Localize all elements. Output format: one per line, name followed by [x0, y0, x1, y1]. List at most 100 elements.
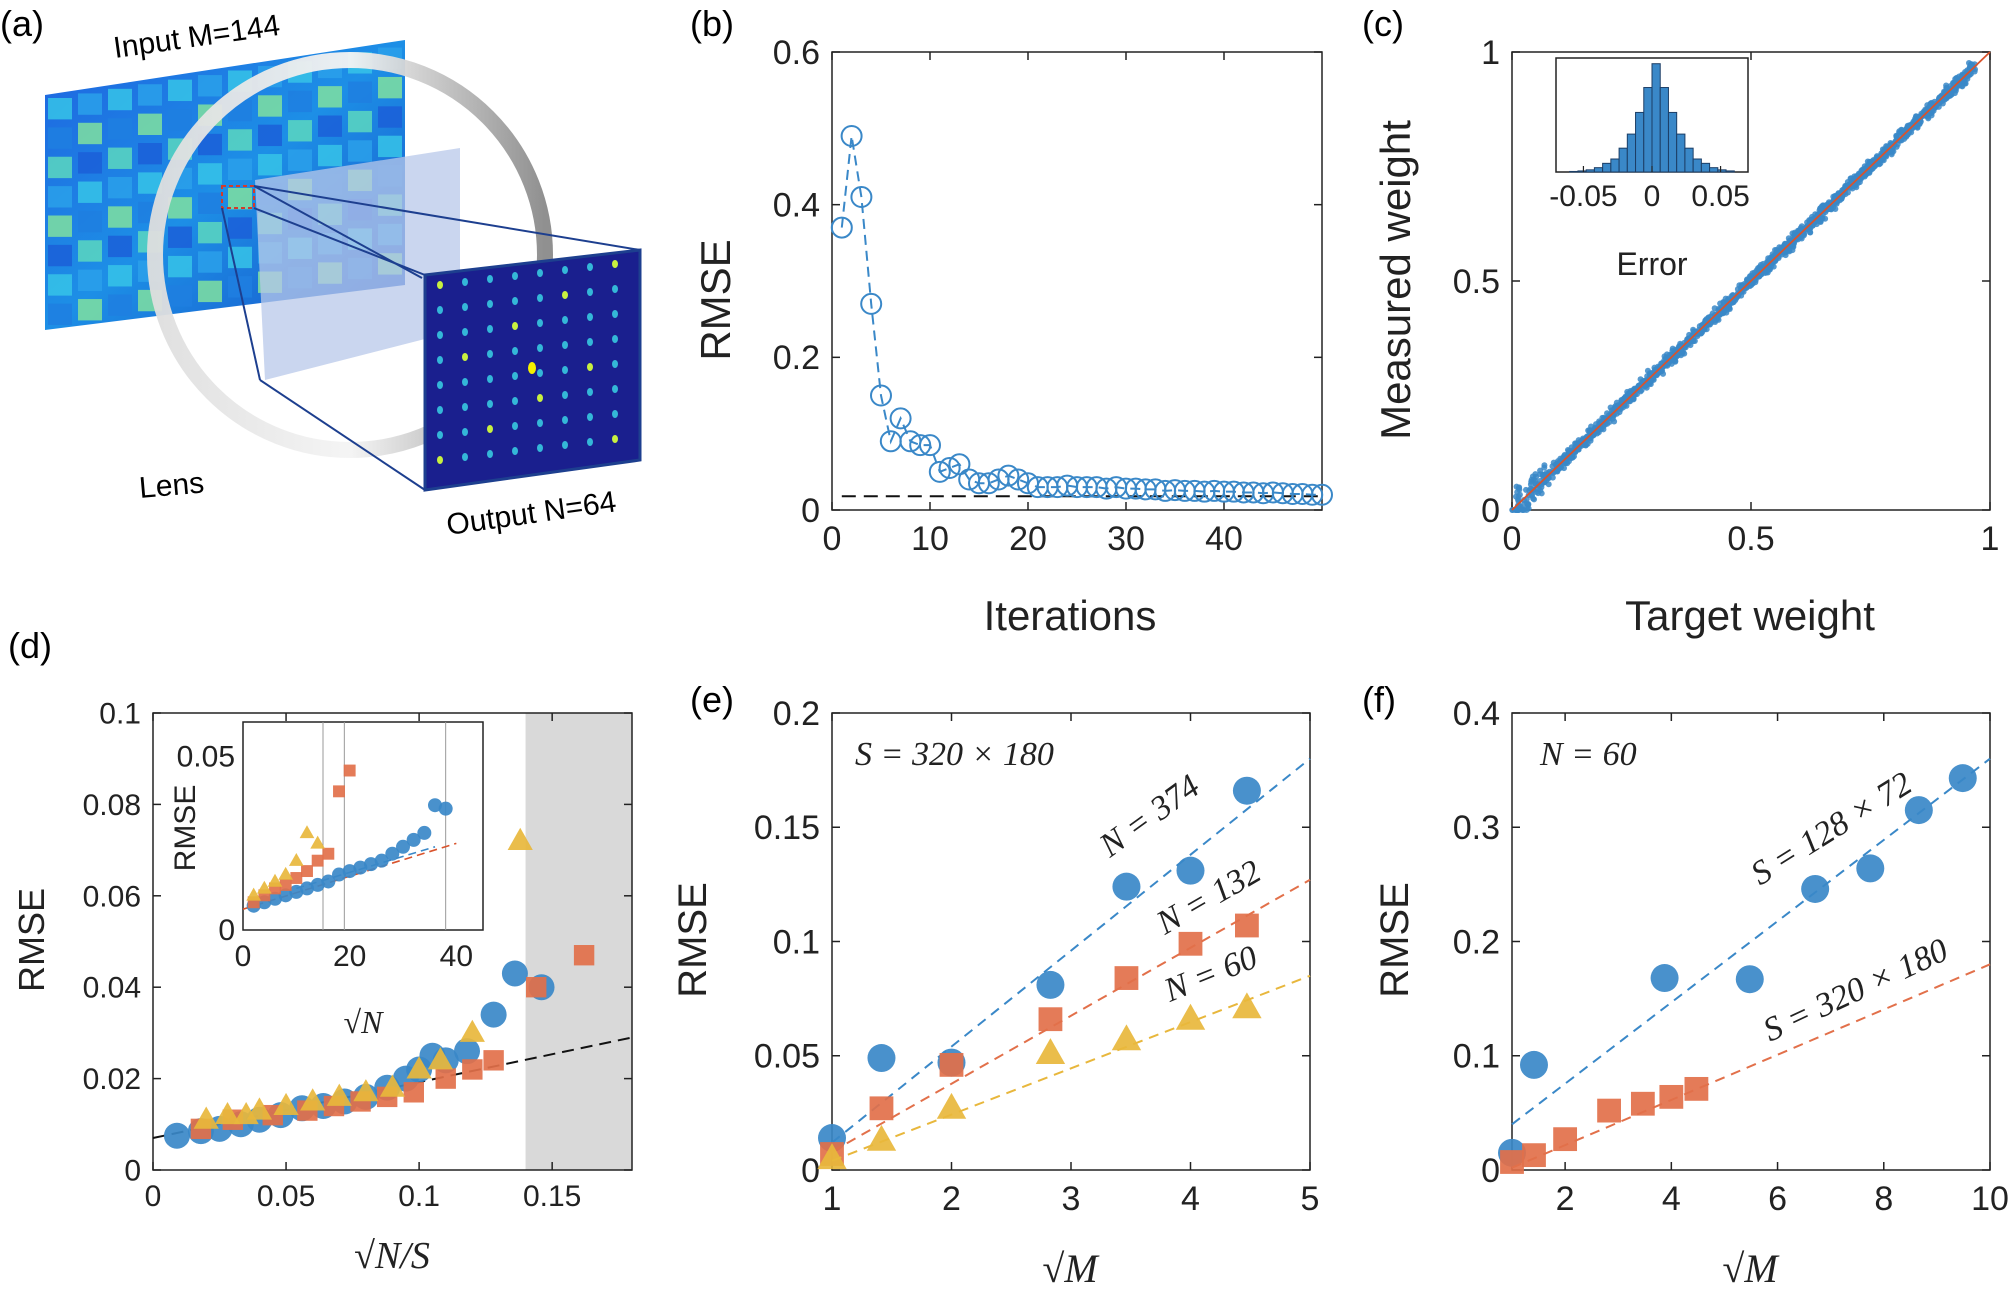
histogram-bar: [1593, 167, 1604, 173]
data-point-open-circle: [1311, 483, 1333, 506]
input-cell: [198, 221, 222, 244]
output-spot: [562, 266, 568, 274]
data-point-square: [1684, 1076, 1709, 1101]
y-tick-label: 0.2: [1453, 923, 1500, 961]
inset-series-square: [247, 764, 356, 909]
data-point: [1523, 486, 1530, 493]
output-spot: [487, 450, 493, 458]
data-point-circle: [289, 884, 304, 899]
input-cell: [228, 188, 252, 210]
y-tick-label: 0.2: [773, 695, 820, 733]
data-point-square: [1038, 1007, 1063, 1032]
fit-line: [831, 878, 1311, 1153]
histogram-bar: [1700, 162, 1711, 173]
y-axis-label: RMSE: [692, 239, 739, 360]
data-point-triangle: [288, 852, 304, 866]
output-spot: [612, 435, 618, 443]
data-point: [1738, 282, 1745, 289]
data-point-square: [269, 882, 281, 895]
inset-series-triangle: [246, 825, 326, 901]
x-tick-label: 0.05: [257, 1180, 315, 1213]
output-label: Output N=64: [444, 485, 618, 541]
output-spot: [487, 375, 493, 383]
output-spot: [612, 260, 618, 268]
input-cell: [48, 244, 72, 267]
data-point: [1679, 350, 1686, 357]
input-cell: [48, 274, 72, 296]
input-cell: [48, 127, 72, 149]
inset-x-tick-label: 0: [235, 940, 252, 973]
y-tick-label: 0.15: [754, 809, 820, 847]
data-point-triangle: [459, 1019, 485, 1042]
data-point: [1560, 456, 1567, 463]
data-point-open-circle: [938, 457, 961, 480]
output-spot: [437, 431, 443, 439]
series-label: S = 128 × 72: [1745, 765, 1919, 893]
data-point-open-circle: [919, 434, 941, 457]
data-point-square: [1659, 1084, 1684, 1109]
fit-line: [831, 974, 1311, 1162]
series-circle: [818, 776, 1261, 1153]
output-spot: [562, 291, 568, 299]
input-cell: [198, 133, 222, 156]
input-cell: [168, 255, 192, 278]
data-point: [1535, 490, 1542, 497]
input-cell: [108, 88, 132, 111]
y-tick-label: 0.1: [99, 698, 141, 731]
data-point: [1659, 367, 1666, 374]
x-tick-label: 4: [1662, 1180, 1681, 1218]
output-spot: [437, 381, 443, 389]
data-point: [1618, 403, 1625, 410]
input-cell: [108, 176, 132, 199]
output-spot: [437, 406, 443, 414]
y-tick-label: 0.02: [83, 1063, 141, 1096]
y-tick-label: 0.1: [773, 923, 820, 961]
identity-line: [1511, 51, 1991, 511]
x-tick-label: 6: [1768, 1180, 1787, 1218]
inset-x-tick-label: 20: [333, 940, 366, 973]
input-cell: [378, 76, 402, 99]
y-tick-label: 0: [124, 1155, 141, 1188]
input-cell: [48, 215, 72, 237]
data-point-square: [1114, 966, 1139, 990]
y-tick-label: 0.08: [83, 789, 141, 822]
data-point: [1613, 399, 1620, 406]
data-point-circle: [1036, 970, 1065, 999]
y-tick-label: 0.4: [1453, 695, 1500, 733]
output-spot: [462, 378, 468, 386]
input-cell: [78, 299, 102, 321]
data-point-square: [279, 878, 292, 891]
histogram-bar: [1692, 158, 1702, 173]
data-point: [1529, 473, 1536, 480]
input-cell: [288, 120, 312, 142]
data-point-circle: [374, 853, 389, 868]
plot-frame: [831, 51, 1323, 511]
panel-b-convergence-chart: 0 10 20 30 40 0 0.2 0.4 0.6 Iterations RMSE: [692, 34, 1333, 639]
data-point-circle: [1112, 872, 1141, 901]
inset-x-tick-label: 0: [1644, 180, 1661, 213]
x-tick-label: 5: [1301, 1180, 1320, 1218]
series-triangle: [193, 827, 533, 1129]
data-point-open-circle: [997, 464, 1020, 487]
data-point-circle: [480, 1001, 507, 1028]
data-point-square: [258, 889, 271, 902]
output-spot: [462, 403, 468, 411]
output-spot: [587, 363, 593, 371]
histogram-bar: [1667, 111, 1678, 173]
input-cell: [198, 192, 222, 214]
data-point-square: [1597, 1098, 1621, 1123]
data-point: [1613, 410, 1620, 417]
histogram-bar: [1602, 162, 1612, 173]
histogram-bar: [1635, 111, 1645, 173]
input-cell: [168, 226, 192, 248]
plot-frame: [152, 712, 633, 1171]
data-point: [1760, 260, 1767, 267]
series-square: [1500, 1076, 1709, 1174]
output-spot: [512, 272, 518, 280]
data-point: [1852, 176, 1859, 183]
data-point-square: [403, 1082, 424, 1103]
shaded-region: [525, 713, 632, 1170]
data-point: [1583, 433, 1590, 440]
data-point-circle: [342, 864, 357, 879]
data-point-circle: [1801, 874, 1830, 903]
